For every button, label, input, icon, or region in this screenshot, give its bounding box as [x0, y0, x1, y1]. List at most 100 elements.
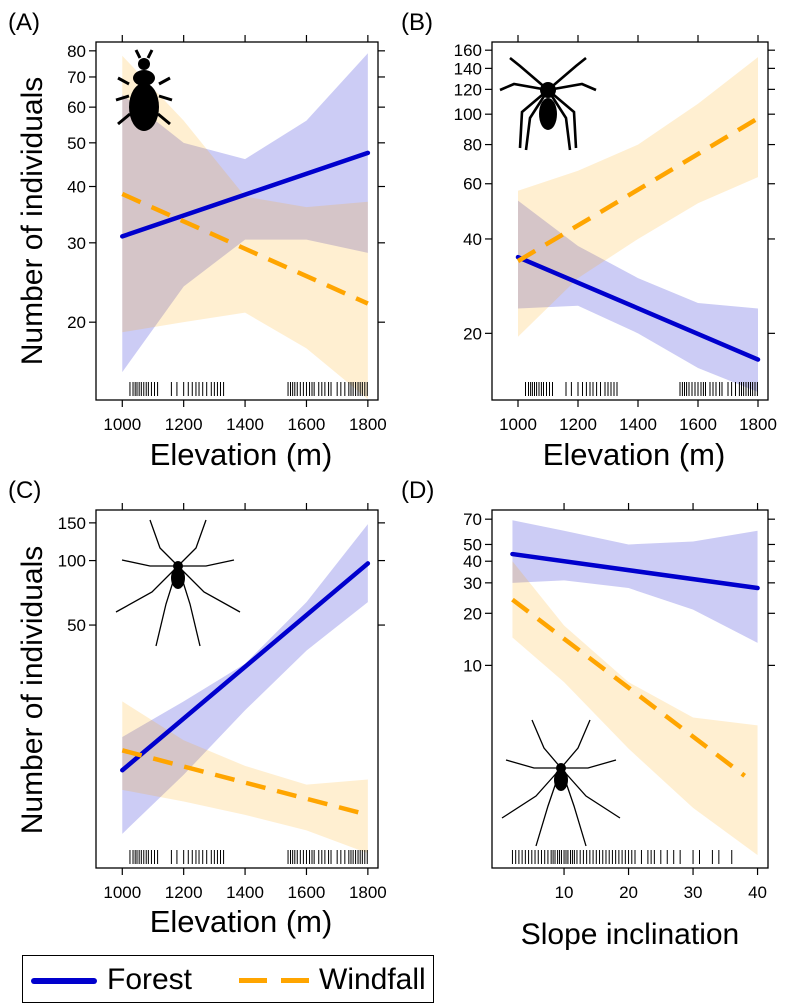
fit-line-windfall — [121, 191, 369, 306]
x-axis-label: Elevation (m) — [150, 437, 333, 472]
legend-forest-swatch — [31, 978, 97, 984]
x-tick-label: 1400 — [226, 415, 264, 434]
y-tick-label: 20 — [463, 604, 482, 623]
organism-silhouette-icon — [501, 719, 621, 847]
spider-leg — [531, 719, 562, 769]
panel-b: 1000 1200 1400 1600 1800 20 40 60 80 100 120 140160… — [401, 9, 777, 472]
beetle-leg — [117, 112, 131, 126]
spider-leg — [547, 56, 587, 91]
plot-frame — [95, 41, 379, 401]
ci-band-windfall — [122, 55, 368, 400]
spider-leg — [501, 767, 562, 819]
y-tick-label: 50 — [67, 134, 86, 153]
legend-windfall-label: Windfall — [319, 963, 426, 996]
x-tick-label: 10 — [555, 883, 574, 902]
beetle-leg — [146, 49, 154, 59]
x-tick-label: 1600 — [288, 883, 326, 902]
spider-leg — [177, 565, 241, 613]
y-axis-label: Number of individuals — [16, 77, 49, 365]
x-axis-label: Slope inclination — [521, 918, 739, 951]
beetle-leg — [117, 76, 130, 86]
y-tick-label: 70 — [67, 68, 86, 87]
y-tick-label: 50 — [463, 535, 482, 554]
organism-silhouette-icon — [115, 49, 173, 131]
x-tick-label: 1200 — [559, 415, 597, 434]
spider-leg — [115, 565, 179, 613]
x-tick-label: 1200 — [165, 415, 203, 434]
beetle-leg — [158, 76, 171, 86]
panel-c: 1000 1200 1400 1600 1800 50 100 150 (C) Elevation… — [8, 477, 387, 939]
y-tick-label: 100 — [454, 105, 482, 124]
panel-label: (B) — [401, 9, 433, 36]
spider-leg — [560, 767, 587, 847]
ci-band-forest — [122, 53, 368, 373]
spider-leg — [560, 719, 591, 769]
spider-leg — [518, 89, 549, 149]
ci-band-forest — [512, 520, 758, 643]
spider-leg — [177, 519, 207, 567]
x-tick-label: 1200 — [165, 883, 203, 902]
beetle-leg — [157, 112, 171, 126]
x-tick-label: 1000 — [103, 883, 141, 902]
beetle-leg — [158, 94, 173, 102]
ci-band-windfall — [512, 561, 758, 856]
x-tick-label: 1000 — [103, 415, 141, 434]
panel-a: 1000 1200 1400 1600 1800 20 30 40 50 60 70 80 (A) Ele… — [8, 9, 387, 472]
y-tick-label: 150 — [58, 514, 86, 533]
x-tick-label: 1400 — [619, 415, 657, 434]
fit-line-windfall — [516, 116, 760, 264]
spider-leg — [499, 82, 549, 92]
x-tick-label: 1600 — [288, 415, 326, 434]
spider-leg — [155, 565, 179, 647]
y-tick-label: 20 — [463, 324, 482, 343]
y-tick-label: 80 — [67, 42, 86, 61]
x-axis-label: Elevation (m) — [150, 904, 333, 939]
spider-abdomen — [554, 769, 568, 791]
x-tick-label: 1800 — [739, 415, 777, 434]
spider-leg — [505, 759, 561, 769]
spider-leg — [561, 759, 617, 769]
x-axis-label: Elevation (m) — [543, 437, 726, 472]
spider-leg — [535, 767, 562, 847]
y-tick-label: 30 — [463, 574, 482, 593]
fit-line-windfall — [121, 748, 369, 818]
y-tick-label: 40 — [463, 552, 482, 571]
spider-leg — [178, 559, 235, 567]
spider-leg — [121, 559, 178, 567]
fit-line-forest — [120, 150, 371, 239]
spider-leg — [149, 519, 179, 567]
plot-frame — [491, 509, 769, 869]
x-tick-label: 1800 — [349, 883, 387, 902]
organism-silhouette-icon — [499, 56, 597, 151]
legend-windfall-swatch — [239, 978, 309, 983]
ci-band-windfall — [122, 701, 368, 854]
panel-label: (C) — [8, 477, 41, 504]
x-tick-label: 1000 — [499, 415, 537, 434]
x-tick-label: 40 — [748, 883, 767, 902]
fit-line-forest — [510, 551, 760, 591]
figure: 1000 1200 1400 1600 180020304050607080(A)Ele… — [8, 9, 777, 951]
y-axis-label: Number of individuals — [16, 546, 49, 834]
y-tick-label: 40 — [67, 178, 86, 197]
ci-band-windfall — [518, 57, 758, 337]
x-tick-label: 1800 — [349, 415, 387, 434]
organism-silhouette-icon — [115, 519, 241, 647]
x-tick-label: 1400 — [226, 883, 264, 902]
y-tick-label: 30 — [67, 234, 86, 253]
y-tick-label: 40 — [463, 230, 482, 249]
spider-leg — [547, 89, 578, 149]
spider-leg — [547, 82, 597, 92]
y-tick-label: 80 — [463, 136, 482, 155]
legend-forest-label: Forest — [107, 963, 193, 996]
y-tick-label: 100 — [58, 552, 86, 571]
beetle-abdomen — [129, 83, 159, 131]
spider-abdomen — [171, 567, 185, 589]
panel-label: (A) — [8, 9, 40, 36]
plot-frame — [491, 41, 769, 401]
y-tick-label: 140 — [454, 59, 482, 78]
beetle-leg — [134, 49, 142, 59]
fit-line-windfall — [511, 597, 747, 778]
y-tick-label: 60 — [463, 175, 482, 194]
ci-band-forest — [122, 524, 368, 834]
